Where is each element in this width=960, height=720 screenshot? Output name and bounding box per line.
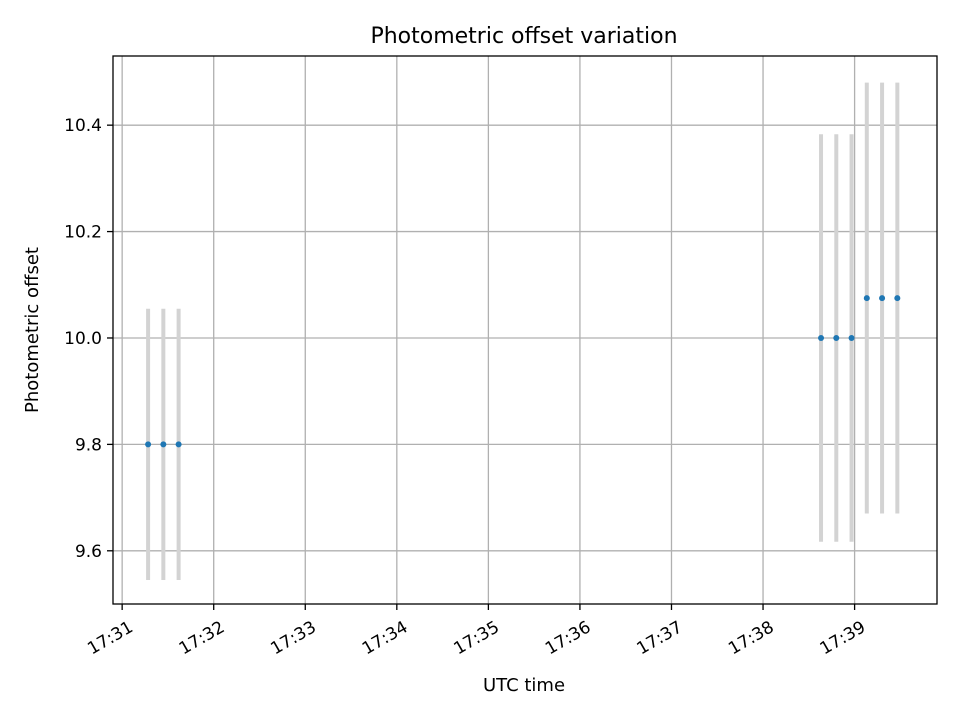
data-point: [818, 334, 825, 341]
x-tick-label: 17:38: [725, 617, 777, 659]
data-point: [160, 441, 167, 448]
data-point: [833, 334, 840, 341]
data-point: [894, 295, 901, 302]
plot-frame: [112, 55, 938, 605]
x-tick-label: 17:31: [84, 617, 136, 659]
data-point: [879, 295, 886, 302]
y-axis-label: Photometric offset: [22, 247, 43, 413]
data-point: [145, 441, 152, 448]
x-axis-label: UTC time: [483, 675, 565, 696]
x-tick-label: 17:36: [542, 617, 594, 659]
x-tick-label: 17:34: [359, 617, 411, 659]
x-tick-label: 17:39: [817, 617, 869, 659]
y-tick-label: 10.2: [64, 223, 102, 243]
y-tick-label: 10.0: [64, 329, 102, 349]
ticks: 17:31 17:32 17:33 17:34 17:35 17:36 17:37 17:38…: [64, 116, 869, 659]
x-tick-label: 17:35: [450, 617, 502, 659]
y-tick-label: 9.6: [75, 542, 102, 562]
data-point: [175, 441, 182, 448]
grid: [113, 56, 937, 604]
x-tick-label: 17:37: [634, 617, 686, 659]
x-tick-label: 17:32: [176, 617, 228, 659]
y-tick-label: 9.8: [75, 435, 102, 455]
data-point: [848, 334, 855, 341]
chart-title: Photometric offset variation: [370, 24, 677, 49]
y-tick-label: 10.4: [64, 116, 102, 136]
data-point: [863, 295, 870, 302]
data-layer: [145, 82, 901, 581]
x-tick-label: 17:33: [267, 617, 319, 659]
